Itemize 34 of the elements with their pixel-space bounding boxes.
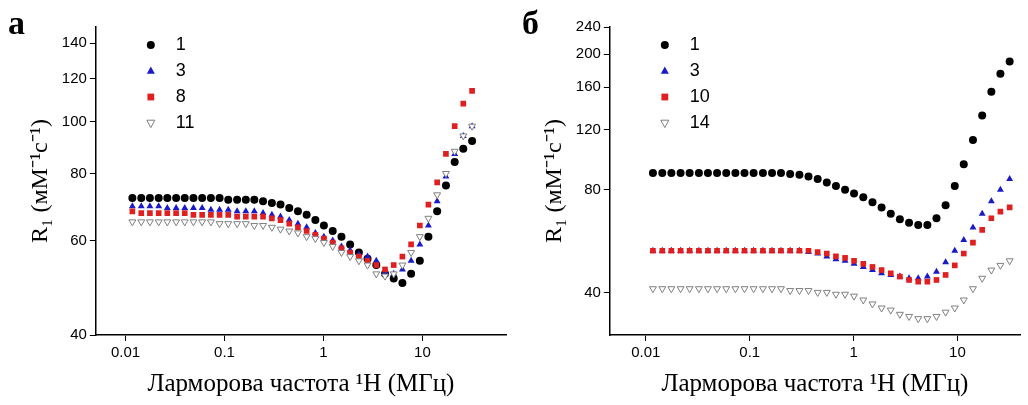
x-axis-title: Ларморова частота ¹H (МГц) bbox=[147, 368, 455, 397]
x-tick-label: 1 bbox=[849, 343, 858, 361]
x-tick-label: 0.01 bbox=[631, 343, 661, 361]
legend-label: 11 bbox=[175, 111, 195, 132]
x-tick-label: 0.01 bbox=[111, 343, 141, 361]
y-tick-label: 120 bbox=[61, 69, 87, 87]
y-tick-label: 40 bbox=[584, 282, 601, 300]
y-axis-title: R₁ (мМ⁻¹с⁻¹) bbox=[539, 119, 566, 243]
x-tick-label: 1 bbox=[319, 343, 328, 361]
legend-label: 14 bbox=[689, 111, 710, 132]
y-axis-title: R₁ (мМ⁻¹с⁻¹) bbox=[25, 119, 52, 243]
x-tick-label: 10 bbox=[414, 343, 431, 361]
x-axis-title: Ларморова частота ¹H (МГц) bbox=[661, 368, 969, 397]
x-tick-label: 0.1 bbox=[214, 343, 235, 361]
chart-title: а bbox=[8, 3, 25, 41]
x-tick-label: 0.1 bbox=[739, 343, 761, 361]
legend-label: 10 bbox=[689, 85, 710, 106]
y-tick-label: 200 bbox=[575, 44, 601, 62]
legend-label: 3 bbox=[175, 59, 186, 80]
y-tick-label: 80 bbox=[584, 179, 601, 197]
y-tick-label: 140 bbox=[61, 33, 87, 51]
y-tick-label: 60 bbox=[70, 230, 87, 248]
y-tick-label: 80 bbox=[70, 163, 87, 181]
y-tick-label: 160 bbox=[575, 77, 601, 95]
chart-title: б bbox=[522, 3, 539, 41]
y-tick-label: 240 bbox=[575, 17, 601, 35]
legend-label: 3 bbox=[689, 59, 700, 80]
legend-label: 1 bbox=[175, 33, 186, 54]
y-tick-label: 120 bbox=[575, 119, 601, 137]
legend-label: 1 bbox=[689, 33, 700, 54]
y-tick-label: 100 bbox=[61, 111, 87, 129]
legend-label: 8 bbox=[175, 85, 186, 106]
y-tick-label: 40 bbox=[70, 325, 87, 343]
x-tick-label: 10 bbox=[949, 343, 966, 361]
